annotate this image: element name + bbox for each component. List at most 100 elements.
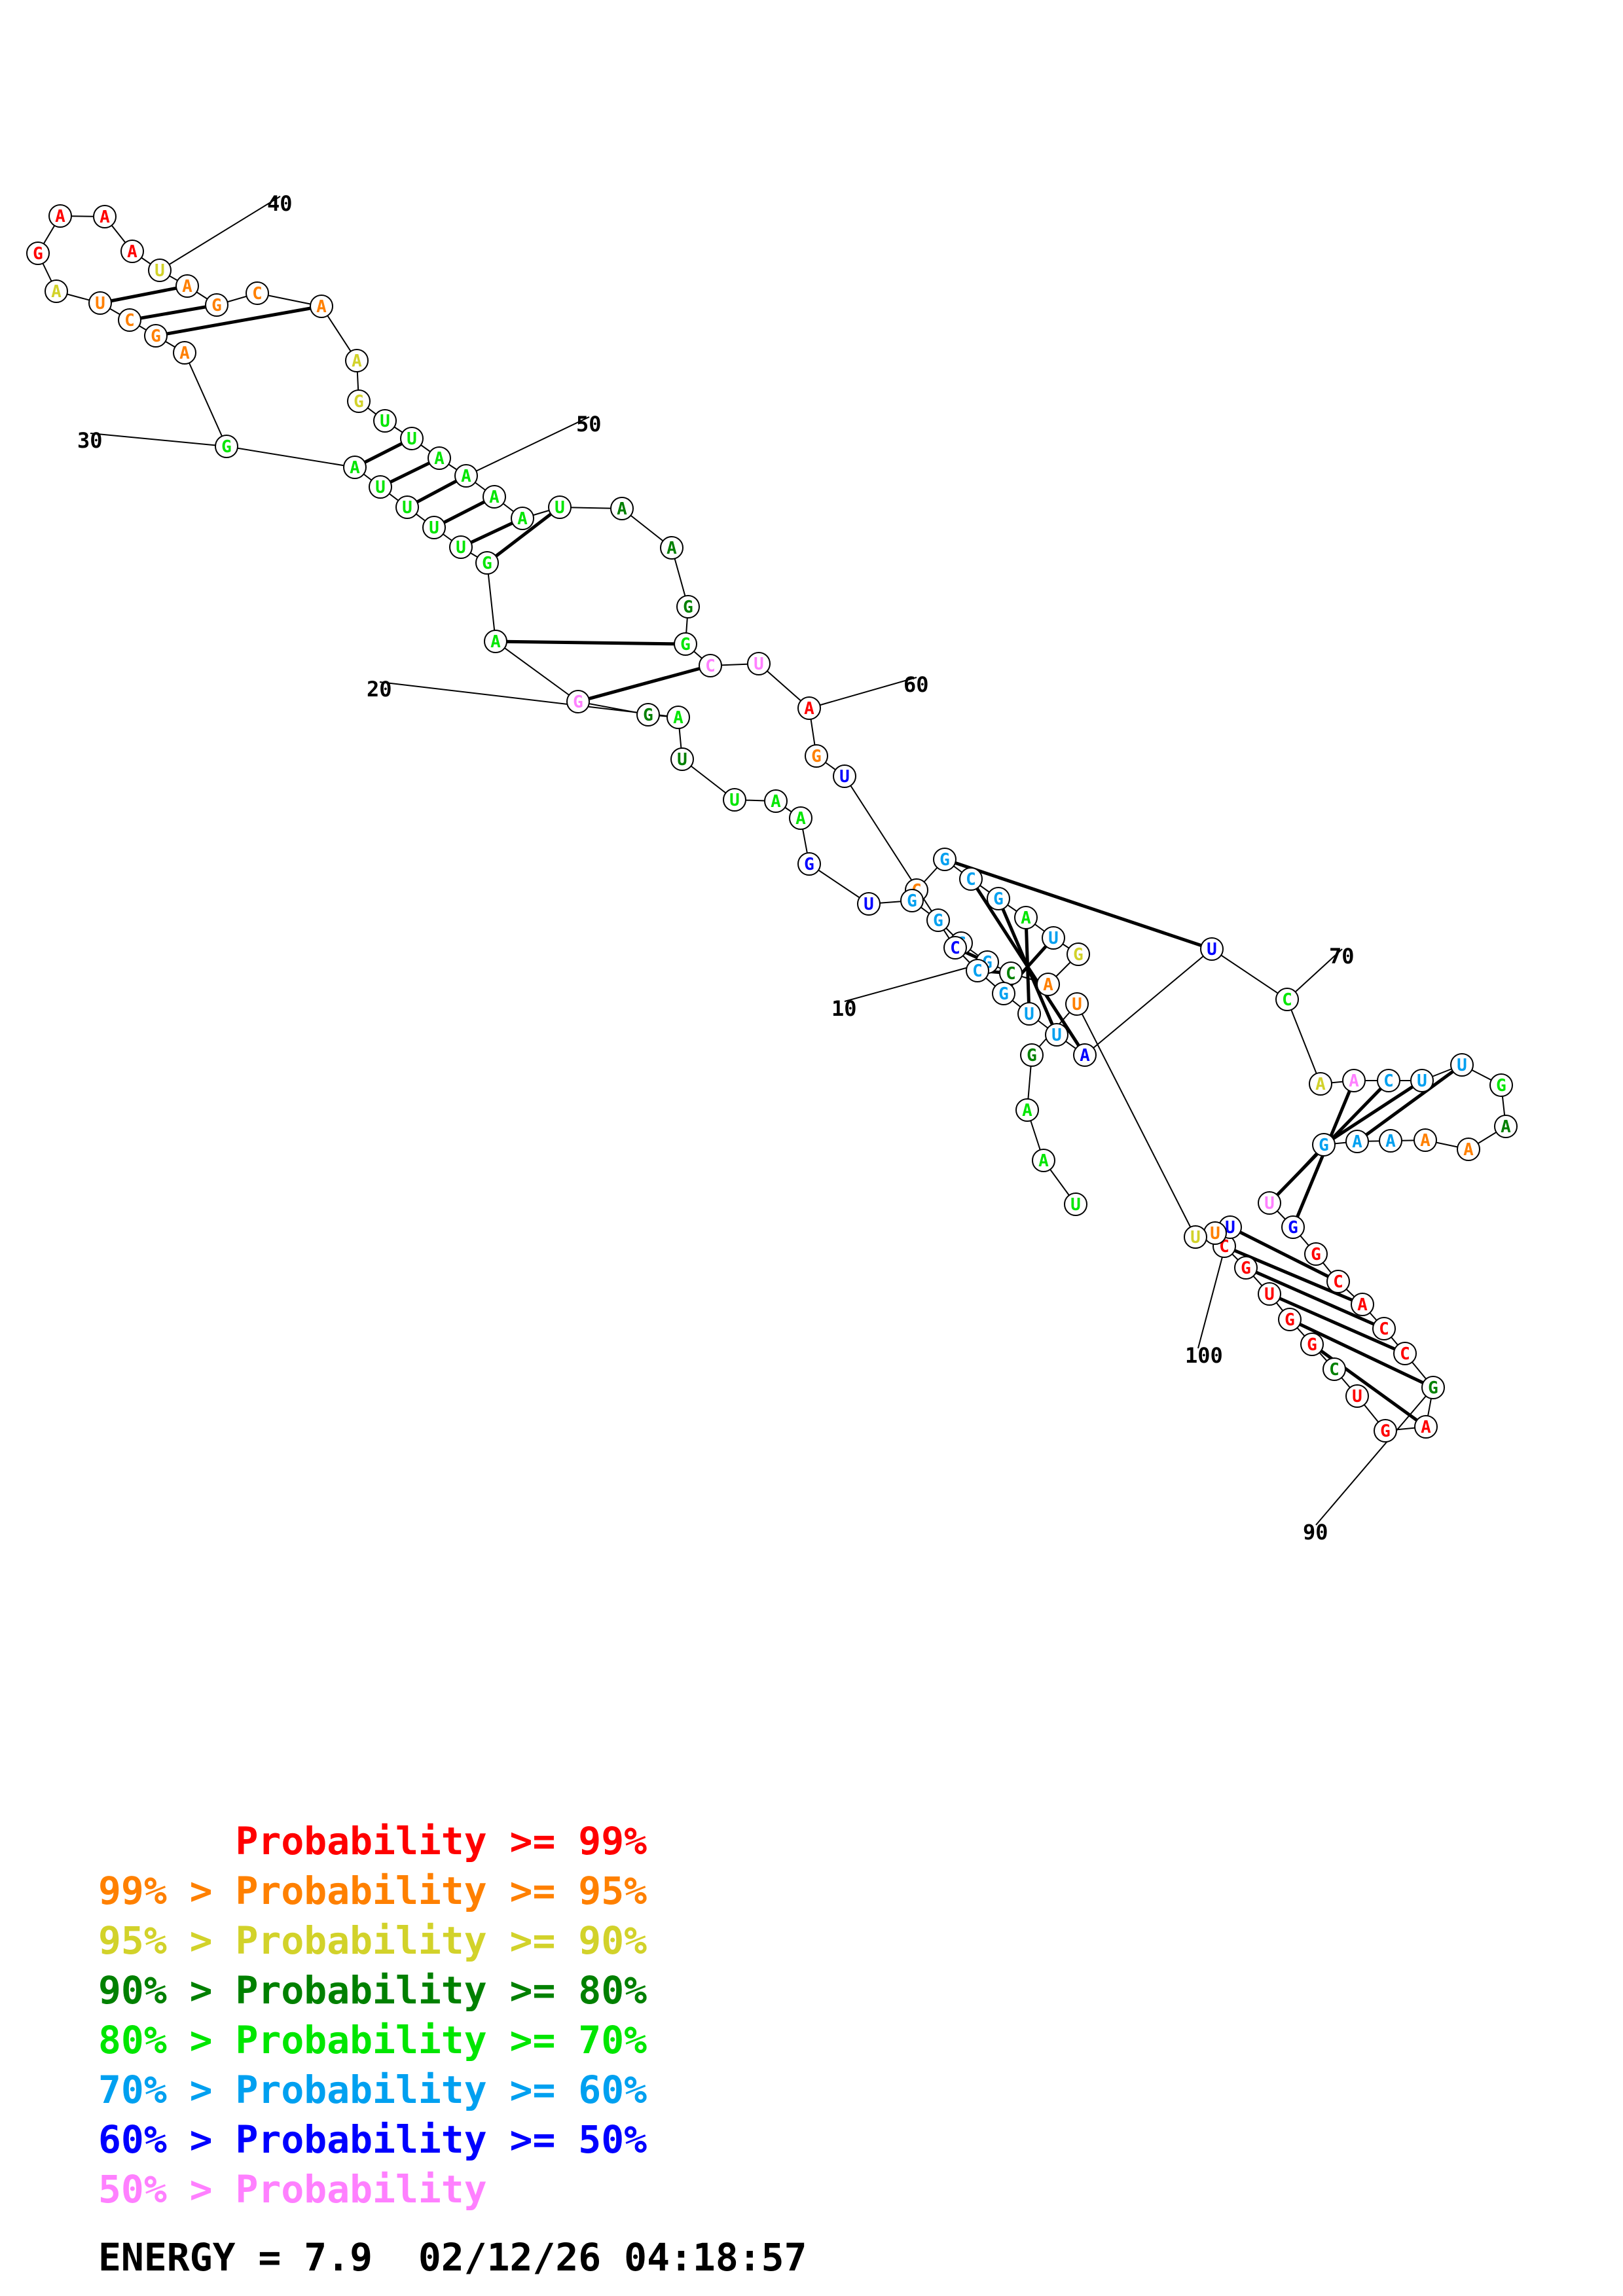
nucleotide: A [120,240,144,263]
legend-prefix: 90% > [98,1968,236,2013]
nucleotide-base: U [429,518,439,538]
position-label: 50 [576,412,602,437]
nucleotide: G [992,982,1015,1005]
nucleotide: C [943,936,967,960]
nucleotide-base: G [1319,1136,1329,1155]
nucleotide-base: C [1006,964,1016,984]
nucleotide-circle [310,295,333,318]
nucleotide-circle [1020,1043,1044,1067]
nucleotide: G [347,389,371,413]
nucleotide: A [1413,1128,1437,1152]
nucleotide: U [400,427,424,450]
nucleotide-circle [1017,1002,1041,1026]
legend-row: 80% > Probability >= 70% [98,2015,647,2065]
nucleotide-circle [45,279,68,303]
nucleotide: G [26,242,50,265]
nucleotide-circle [428,446,451,470]
nucleotide-base: U [375,478,386,497]
base-pair-bond [1229,1225,1340,1283]
nucleotide: U [747,652,771,675]
nucleotide-circle [1312,1133,1336,1157]
nucleotide: A [666,706,690,729]
nucleotide: G [1020,1043,1044,1067]
nucleotide: C [699,654,722,677]
nucleotide-circle [1067,942,1090,966]
backbone-link [1286,999,1321,1085]
nucleotide-base: U [1417,1071,1427,1091]
nucleotide-base: G [33,244,43,264]
nucleotide-base: U [1352,1387,1362,1407]
nucleotide-base: U [402,498,412,518]
nucleotide-circle [1045,1023,1068,1047]
nucleotide: A [1015,1098,1039,1122]
nucleotide: G [805,744,828,768]
position-label: 20 [367,677,392,702]
nucleotide: U [373,409,397,433]
nucleotide-base: G [1073,945,1084,965]
nucleotide-base: U [555,498,565,518]
nucleotide: G [674,632,697,656]
nucleotide: C [1372,1317,1396,1340]
nucleotide-base: A [100,207,110,227]
legend-row: 90% > Probability >= 80% [98,1965,647,2015]
nucleotide: A [1014,906,1038,929]
nucleotide-base: A [127,242,137,262]
nucleotide-circle [120,240,144,263]
nucleotide: U [1450,1053,1474,1077]
nucleotide-circle [475,551,499,575]
nucleotide-circle [1300,1333,1324,1356]
base-pair-bond [1224,1244,1363,1306]
position-tick [809,677,917,709]
nucleotide-base: U [95,294,105,314]
nucleotide: U [670,747,694,771]
nucleotide-circle [676,595,700,619]
base-pair-bond [1356,1063,1463,1143]
nucleotide-base: G [354,392,364,412]
position-label: 40 [267,191,293,216]
nucleotide-circle [1015,1098,1039,1122]
nucleotide-circle [1326,1270,1350,1293]
nucleotide-circle [511,507,534,530]
base-pair-bond [495,639,686,646]
nucleotide: G [144,324,168,348]
nucleotide-base: C [252,284,263,304]
nucleotide-circle [789,806,812,830]
nucleotide: U [395,495,419,519]
base-pair-bond [1245,1266,1385,1331]
nucleotide-circle [395,495,419,519]
nucleotide: A [175,274,199,298]
nucleotide: U [723,788,746,812]
nucleotide-base: U [1190,1228,1201,1247]
nucleotide: A [1379,1129,1402,1153]
nucleotide-base: A [182,277,192,296]
nucleotide-base: U [1264,1285,1275,1304]
nucleotide: U [1410,1069,1434,1092]
position-label: 60 [903,672,929,697]
nucleotide: A [1414,1415,1438,1439]
position-tick [90,433,227,447]
position-tick [465,416,590,476]
nucleotide-base: U [456,538,466,558]
nucleotide-base: A [1021,908,1031,928]
nucleotide-circle [449,535,473,559]
nucleotide: A [1351,1293,1374,1316]
base-pair-bond [577,664,711,704]
position-label: 100 [1185,1343,1223,1368]
nucleotide: U [548,495,572,519]
nucleotide-circle [215,435,238,458]
nucleotide: A [93,205,117,228]
nucleotide: G [1278,1308,1302,1331]
nucleotide: U [1258,1282,1281,1306]
nucleotide: A [789,806,812,830]
legend-prefix: 80% > [98,2018,236,2062]
nucleotide: G [1234,1256,1258,1280]
nucleotide-base: A [1315,1075,1326,1094]
nucleotide-circle [26,242,50,265]
nucleotide-circle [205,293,228,317]
nucleotide: U [1184,1225,1207,1249]
nucleotide: G [1421,1376,1445,1399]
nucleotide-base: G [482,554,492,573]
nucleotide: U [1065,992,1089,1016]
nucleotide: A [483,485,506,509]
nucleotide-base: A [490,632,501,652]
